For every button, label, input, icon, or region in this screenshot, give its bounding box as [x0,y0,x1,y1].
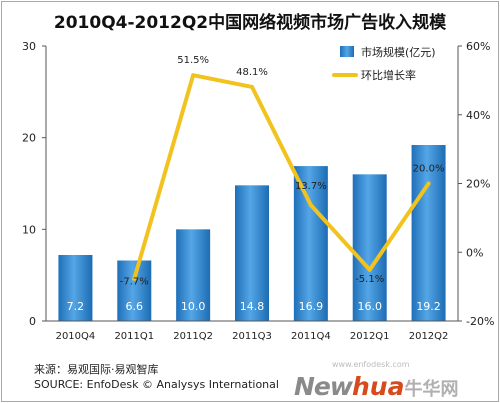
x-tick-label: 2011Q2 [173,331,213,342]
watermark-brand-b: hua [351,372,405,401]
left-tick-label: 30 [22,40,36,53]
bar-value-label: 19.2 [416,300,441,313]
footer-source-cn: 来源：易观国际·易观智库 [34,363,159,376]
growth-rate-point [308,203,313,208]
bar-value-label: 7.2 [67,300,85,313]
x-tick-label: 2011Q1 [114,331,154,342]
bar-value-label: 16.0 [357,300,382,313]
bar-2011Q4 [293,166,328,321]
watermark-url: www.enfodesk.com [332,360,410,369]
x-tick-label: 2012Q1 [350,331,390,342]
growth-rate-label: 48.1% [236,67,268,78]
legend-bar-label: 市场规模(亿元) [361,45,436,59]
left-tick-label: 20 [22,132,36,145]
watermark-brand-c: 牛华网 [404,379,459,400]
bar-value-label: 14.8 [240,300,265,313]
growth-rate-point [367,267,372,272]
right-tick-label: 0% [466,246,483,259]
growth-rate-line [132,73,431,281]
right-tick-label: 60% [466,40,490,53]
growth-rate-label: -5.1% [355,274,384,285]
chart-footer: 来源：易观国际·易观智库 SOURCE: EnfoDesk © Analysys… [34,362,279,392]
x-tick-label: 2012Q2 [409,331,449,342]
bar-2010Q4 [58,255,93,321]
bar-value-label: 16.9 [299,300,324,313]
right-tick-label: -20% [466,315,494,328]
bar-2011Q1 [117,260,152,321]
growth-rate-point [250,84,254,89]
right-tick-label: 40% [466,109,490,122]
x-tick-label: 2010Q4 [56,331,96,342]
growth-rate-point [191,73,196,78]
bar-2011Q2 [176,229,211,321]
legend-line-label: 环比增长率 [361,68,416,82]
bar-2012Q1 [352,174,387,321]
growth-rate-point [132,276,137,281]
bar-2012Q2 [411,145,446,321]
bar-2011Q3 [235,185,269,321]
left-tick-label: 10 [22,223,36,236]
growth-rate-label: 51.5% [177,55,209,66]
left-tick-label: 0 [29,315,36,328]
bar-value-label: 6.6 [126,300,144,313]
watermark-brand-a: New [294,372,353,401]
bar-value-label: 10.0 [181,300,206,313]
x-tick-label: 2011Q3 [232,331,272,342]
watermark-logo: Newhua牛华网 [294,372,458,401]
growth-rate-label: -7.7% [120,277,149,288]
chart-title: 2010Q4-2012Q2中国网络视频市场广告收入规模 [53,13,447,33]
footer-source-en: SOURCE: EnfoDesk © Analysys Internationa… [34,378,279,391]
x-tick-label: 2011Q4 [291,331,331,342]
growth-rate-label: 20.0% [413,164,445,175]
growth-rate-label: 13.7% [295,181,327,192]
growth-rate-point [426,181,431,186]
legend-bar-swatch [340,46,354,57]
right-tick-label: 20% [466,178,490,191]
